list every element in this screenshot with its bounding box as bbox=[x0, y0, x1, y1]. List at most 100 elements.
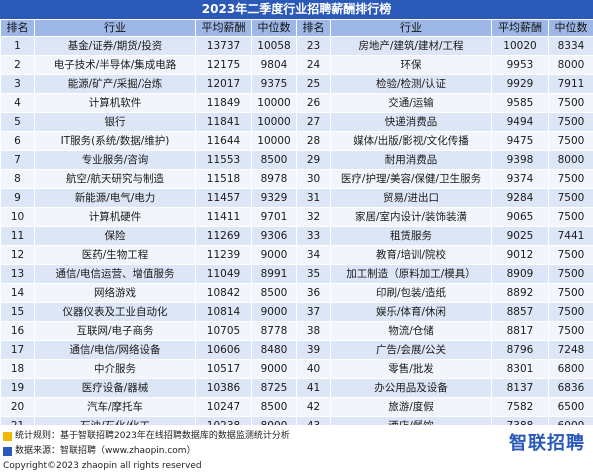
avg-salary-cell: 8817 bbox=[491, 321, 549, 341]
industry-cell: 航空/航天研究与制造 bbox=[34, 169, 196, 189]
median-cell: 10000 bbox=[251, 112, 297, 132]
col-industry-right: 行业 bbox=[330, 19, 492, 37]
avg-salary-cell: 8857 bbox=[491, 302, 549, 322]
median-cell: 7500 bbox=[548, 302, 593, 322]
rank-cell: 5 bbox=[0, 112, 35, 132]
industry-cell: 专业服务/咨询 bbox=[34, 150, 196, 170]
median-cell: 7500 bbox=[548, 112, 593, 132]
industry-cell: 零售/批发 bbox=[330, 359, 492, 379]
industry-cell: 旅游/度假 bbox=[330, 397, 492, 417]
industry-cell: 租赁服务 bbox=[330, 226, 492, 246]
rank-cell: 41 bbox=[296, 378, 331, 398]
avg-salary-cell: 10814 bbox=[195, 302, 252, 322]
col-avg-left: 平均薪酬 bbox=[195, 19, 252, 37]
table-row: 20 汽车/摩托车 10247 8500 42 旅游/度假 7582 6500 bbox=[0, 397, 593, 417]
table-row: 7 专业服务/咨询 11553 8500 29 耐用消费品 9398 8000 bbox=[0, 150, 593, 170]
rank-cell: 23 bbox=[296, 36, 331, 56]
median-cell: 9000 bbox=[251, 359, 297, 379]
table-row: 19 医疗设备/器械 10386 8725 41 办公用品及设备 8137 6836 bbox=[0, 378, 593, 398]
median-cell: 7911 bbox=[548, 74, 593, 94]
median-cell: 7500 bbox=[548, 131, 593, 151]
industry-cell: 快递消费品 bbox=[330, 112, 492, 132]
rank-cell: 35 bbox=[296, 264, 331, 284]
rank-cell: 4 bbox=[0, 93, 35, 113]
rank-cell: 8 bbox=[0, 169, 35, 189]
avg-salary-cell: 8909 bbox=[491, 264, 549, 284]
avg-salary-cell: 13737 bbox=[195, 36, 252, 56]
avg-salary-cell: 10705 bbox=[195, 321, 252, 341]
rank-cell: 15 bbox=[0, 302, 35, 322]
median-cell: 6800 bbox=[548, 359, 593, 379]
rank-cell: 36 bbox=[296, 283, 331, 303]
rank-cell: 9 bbox=[0, 188, 35, 208]
col-rank-right: 排名 bbox=[296, 19, 331, 37]
stat-rule-note: 统计规则：基于智联招聘2023年在线招聘数据库的数据监测统计分析 bbox=[3, 430, 290, 442]
avg-salary-cell: 9012 bbox=[491, 245, 549, 265]
table-row: 15 仪器仪表及工业自动化 10814 9000 37 娱乐/体育/休闲 8857 7500 bbox=[0, 302, 593, 322]
median-cell: 7441 bbox=[548, 226, 593, 246]
median-cell: 6500 bbox=[548, 397, 593, 417]
table-row: 9 新能源/电气/电力 11457 9329 31 贸易/进出口 9284 7500 bbox=[0, 188, 593, 208]
rank-cell: 34 bbox=[296, 245, 331, 265]
zhaopin-logo: 智联招聘 bbox=[509, 433, 585, 454]
avg-salary-cell: 11049 bbox=[195, 264, 252, 284]
avg-salary-cell: 8892 bbox=[491, 283, 549, 303]
avg-salary-cell: 8301 bbox=[491, 359, 549, 379]
rank-cell: 28 bbox=[296, 131, 331, 151]
avg-salary-cell: 9284 bbox=[491, 188, 549, 208]
stat-rule-text: 统计规则：基于智联招聘2023年在线招聘数据库的数据监测统计分析 bbox=[15, 431, 290, 441]
median-cell: 9306 bbox=[251, 226, 297, 246]
industry-cell: 房地产/建筑/建材/工程 bbox=[330, 36, 492, 56]
col-avg-right: 平均薪酬 bbox=[491, 19, 549, 37]
avg-salary-cell: 9929 bbox=[491, 74, 549, 94]
rank-cell: 19 bbox=[0, 378, 35, 398]
avg-salary-cell: 7582 bbox=[491, 397, 549, 417]
industry-cell: 家居/室内设计/装饰装潢 bbox=[330, 207, 492, 227]
rank-cell: 33 bbox=[296, 226, 331, 246]
industry-cell: 通信/电信运营、增值服务 bbox=[34, 264, 196, 284]
avg-salary-cell: 9494 bbox=[491, 112, 549, 132]
rank-cell: 29 bbox=[296, 150, 331, 170]
rank-cell: 26 bbox=[296, 93, 331, 113]
median-cell: 7500 bbox=[548, 169, 593, 189]
median-cell: 8978 bbox=[251, 169, 297, 189]
rank-cell: 2 bbox=[0, 55, 35, 75]
rank-cell: 11 bbox=[0, 226, 35, 246]
rank-cell: 18 bbox=[0, 359, 35, 379]
stat-rule-marker bbox=[3, 431, 12, 441]
table-row: 13 通信/电信运营、增值服务 11049 8991 35 加工制造（原料加工/模具） 89… bbox=[0, 264, 593, 284]
industry-cell: 互联网/电子商务 bbox=[34, 321, 196, 341]
avg-salary-cell: 12017 bbox=[195, 74, 252, 94]
industry-cell: 娱乐/体育/休闲 bbox=[330, 302, 492, 322]
median-cell: 8778 bbox=[251, 321, 297, 341]
ranking-table: 排名 行业 平均薪酬 中位数 排名 行业 平均薪酬 中位数 1 基金/证券/期货/… bbox=[0, 19, 593, 455]
avg-salary-cell: 9585 bbox=[491, 93, 549, 113]
rank-cell: 7 bbox=[0, 150, 35, 170]
rank-cell: 3 bbox=[0, 74, 35, 94]
median-cell: 9701 bbox=[251, 207, 297, 227]
industry-cell: 医疗/护理/美容/保健/卫生服务 bbox=[330, 169, 492, 189]
table-row: 17 通信/电信/网络设备 10606 8480 39 广告/会展/公关 8796 7248 bbox=[0, 340, 593, 360]
industry-cell: 计算机软件 bbox=[34, 93, 196, 113]
industry-cell: 广告/会展/公关 bbox=[330, 340, 492, 360]
rank-cell: 25 bbox=[296, 74, 331, 94]
rank-cell: 17 bbox=[0, 340, 35, 360]
rank-cell: 14 bbox=[0, 283, 35, 303]
avg-salary-cell: 12175 bbox=[195, 55, 252, 75]
median-cell: 7500 bbox=[548, 245, 593, 265]
rank-cell: 39 bbox=[296, 340, 331, 360]
industry-cell: 网络游戏 bbox=[34, 283, 196, 303]
avg-salary-cell: 9398 bbox=[491, 150, 549, 170]
table-row: 12 医药/生物工程 11239 9000 34 教育/培训/院校 9012 7500 bbox=[0, 245, 593, 265]
table-row: 11 保险 11269 9306 33 租赁服务 9025 7441 bbox=[0, 226, 593, 246]
table-row: 10 计算机硬件 11411 9701 32 家居/室内设计/装饰装潢 9065 7500 bbox=[0, 207, 593, 227]
data-source-note: 数据来源：智联招聘（www.zhaopin.com） bbox=[3, 445, 196, 457]
avg-salary-cell: 11644 bbox=[195, 131, 252, 151]
industry-cell: 仪器仪表及工业自动化 bbox=[34, 302, 196, 322]
industry-cell: 办公用品及设备 bbox=[330, 378, 492, 398]
avg-salary-cell: 9065 bbox=[491, 207, 549, 227]
table-row: 4 计算机软件 11849 10000 26 交通/运输 9585 7500 bbox=[0, 93, 593, 113]
industry-cell: 医疗设备/器械 bbox=[34, 378, 196, 398]
median-cell: 8480 bbox=[251, 340, 297, 360]
industry-cell: 加工制造（原料加工/模具） bbox=[330, 264, 492, 284]
